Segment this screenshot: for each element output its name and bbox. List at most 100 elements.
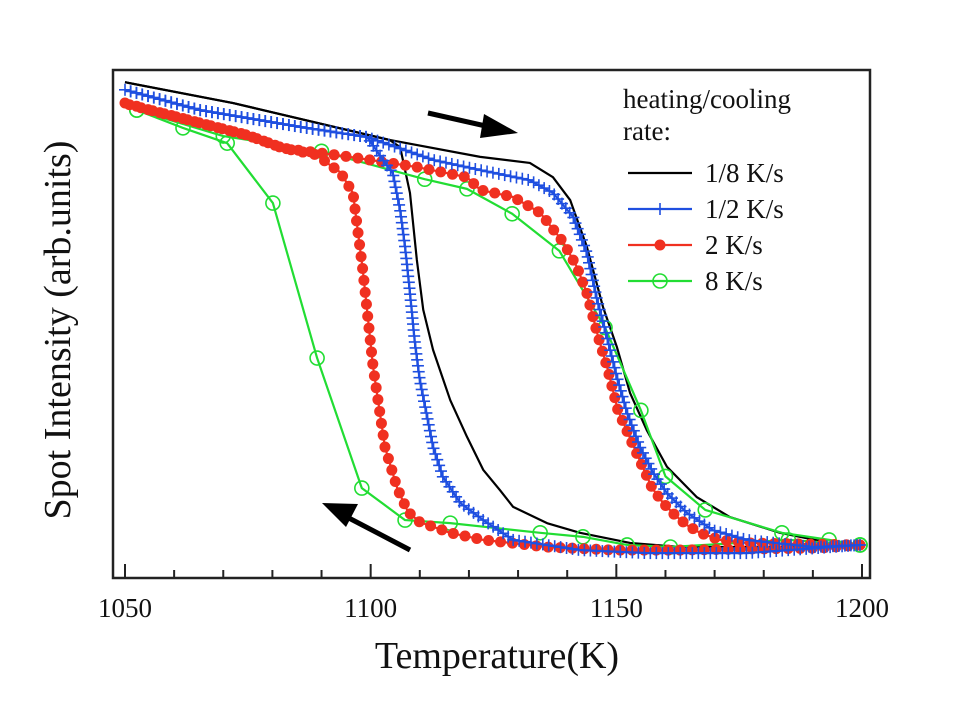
plus-marker xyxy=(608,361,621,374)
plus-marker xyxy=(618,396,631,409)
legend-title-line1: heating/cooling xyxy=(623,84,791,114)
filled-circle-marker xyxy=(446,168,458,180)
filled-circle-marker xyxy=(377,429,389,441)
plus-marker xyxy=(390,187,403,200)
filled-circle-marker xyxy=(654,239,666,251)
plus-marker xyxy=(436,470,449,483)
filled-circle-marker xyxy=(135,102,147,114)
plus-marker xyxy=(194,104,207,117)
plus-marker xyxy=(382,138,395,151)
plus-marker xyxy=(223,109,236,122)
legend-entry: 1/2 K/s xyxy=(628,194,784,224)
plus-marker xyxy=(632,435,645,448)
plus-marker xyxy=(342,128,355,141)
filled-circle-marker xyxy=(399,159,411,171)
plus-marker xyxy=(405,146,418,159)
filled-circle-marker xyxy=(435,166,447,178)
plus-marker xyxy=(604,344,617,357)
plus-marker xyxy=(601,332,614,345)
series-layer xyxy=(119,81,868,560)
plus-marker xyxy=(199,105,212,118)
plus-marker xyxy=(481,165,494,178)
plus-marker xyxy=(188,102,201,115)
plus-marker xyxy=(639,452,652,465)
filled-circle-marker xyxy=(147,105,159,117)
plus-marker xyxy=(182,100,195,113)
filled-circle-marker xyxy=(413,516,425,528)
plus-marker xyxy=(324,125,337,138)
plus-marker xyxy=(625,419,638,432)
plus-marker xyxy=(318,124,331,137)
plus-marker xyxy=(621,407,634,420)
legend-label: 1/8 K/s xyxy=(705,158,784,188)
plus-marker xyxy=(510,171,523,184)
filled-circle-marker xyxy=(285,144,297,156)
plus-marker xyxy=(147,91,160,104)
plus-marker xyxy=(428,154,441,167)
filled-circle-marker xyxy=(626,436,638,448)
plus-marker xyxy=(492,523,505,536)
x-tick-label: 1150 xyxy=(590,593,643,623)
filled-circle-marker xyxy=(366,346,378,358)
plus-marker xyxy=(619,402,632,415)
plus-marker xyxy=(205,106,218,119)
filled-circle-marker xyxy=(581,287,593,299)
legend: heating/cooling rate: 1/8 K/s 1/2 K/s 2 K/… xyxy=(623,84,791,296)
plus-marker xyxy=(259,115,272,128)
plus-marker xyxy=(598,320,611,333)
filled-circle-marker xyxy=(337,170,349,182)
plus-marker xyxy=(605,350,618,363)
open-circle-marker xyxy=(652,273,668,289)
plus-marker xyxy=(567,211,580,224)
filled-circle-marker xyxy=(709,532,721,544)
plus-marker xyxy=(420,407,433,420)
plus-marker xyxy=(130,86,143,99)
plus-marker xyxy=(217,108,230,121)
filled-circle-marker xyxy=(349,203,361,215)
filled-circle-marker xyxy=(721,535,733,547)
filled-circle-marker xyxy=(640,469,652,481)
filled-circle-marker xyxy=(362,310,374,322)
plus-marker xyxy=(519,535,532,548)
plus-marker xyxy=(498,169,511,182)
plus-marker xyxy=(265,116,278,129)
filled-circle-marker xyxy=(471,533,483,545)
plus-marker xyxy=(571,222,584,235)
plus-marker xyxy=(532,179,545,192)
plus-marker xyxy=(536,538,549,551)
legend-label: 8 K/s xyxy=(705,266,763,296)
plus-marker xyxy=(607,355,620,368)
plus-marker xyxy=(411,148,424,161)
filled-circle-marker xyxy=(340,150,352,162)
plus-marker xyxy=(427,442,440,455)
plus-marker xyxy=(421,412,434,425)
open-circle-marker xyxy=(309,350,325,366)
filled-circle-marker xyxy=(216,123,228,135)
plus-marker xyxy=(336,127,349,140)
plus-marker xyxy=(486,166,499,179)
filled-circle-marker xyxy=(483,535,495,547)
filled-circle-marker xyxy=(389,476,401,488)
plus-marker xyxy=(599,326,612,339)
plus-marker xyxy=(584,262,597,275)
plus-marker xyxy=(583,256,596,269)
filled-circle-marker xyxy=(489,187,501,199)
plus-marker xyxy=(431,453,444,466)
plus-marker xyxy=(433,459,446,472)
filled-circle-marker xyxy=(668,508,680,520)
plus-marker xyxy=(527,176,540,189)
open-circle-marker xyxy=(697,502,714,518)
plus-marker xyxy=(288,120,301,133)
filled-circle-marker xyxy=(352,227,364,239)
plus-marker xyxy=(434,155,447,168)
open-circle-marker xyxy=(532,524,548,541)
filled-circle-marker xyxy=(358,274,370,286)
filled-circle-marker xyxy=(677,516,689,528)
plus-marker xyxy=(422,418,435,431)
filled-circle-marker xyxy=(404,508,416,520)
filled-circle-marker xyxy=(355,251,367,263)
plus-marker xyxy=(423,424,436,437)
plus-marker xyxy=(387,169,400,182)
open-circle-marker xyxy=(219,135,235,151)
